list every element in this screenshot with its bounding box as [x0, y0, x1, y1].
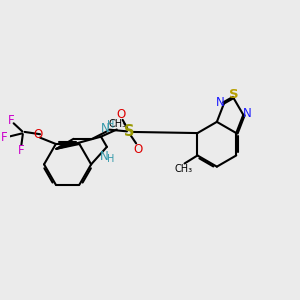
Text: F: F [17, 144, 24, 157]
Text: CH₃: CH₃ [108, 119, 126, 129]
Text: CH₃: CH₃ [174, 164, 192, 174]
Text: H: H [107, 154, 114, 164]
Text: O: O [33, 128, 43, 141]
Text: N: N [216, 96, 224, 109]
Text: N: N [100, 149, 109, 163]
Text: N: N [243, 107, 251, 120]
Text: O: O [117, 108, 126, 121]
Text: N: N [101, 122, 110, 135]
Text: F: F [8, 114, 15, 127]
Text: S: S [124, 124, 134, 140]
Text: F: F [1, 131, 8, 144]
Text: O: O [133, 143, 142, 156]
Text: S: S [230, 88, 239, 101]
Text: H: H [107, 120, 115, 130]
